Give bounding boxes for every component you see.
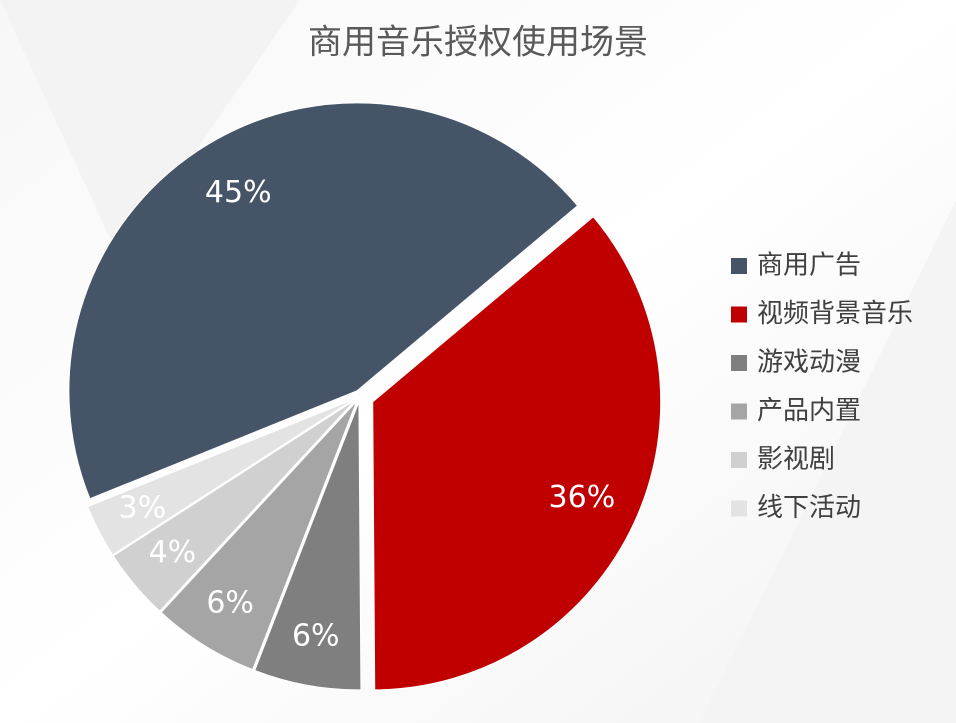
legend-label: 视频背景音乐 bbox=[757, 299, 913, 329]
legend-swatch bbox=[731, 500, 747, 517]
legend-label: 游戏动漫 bbox=[757, 348, 861, 378]
bg-shape bbox=[0, 0, 300, 260]
bg-shape bbox=[700, 200, 956, 723]
chart-title: 商用音乐授权使用场景 bbox=[308, 23, 648, 63]
pie: 45% 36% 6% 6% 4% 3% bbox=[68, 102, 662, 691]
legend-label: 商用广告 bbox=[757, 251, 861, 281]
legend-swatch bbox=[731, 403, 747, 420]
legend-label: 影视剧 bbox=[757, 445, 835, 475]
legend-swatch bbox=[731, 452, 747, 468]
legend-swatch bbox=[731, 355, 747, 371]
legend-label: 产品内置 bbox=[757, 396, 861, 426]
data-label: 6% bbox=[206, 585, 254, 620]
data-label: 6% bbox=[292, 619, 340, 654]
pie-slice bbox=[160, 400, 358, 671]
legend-swatch bbox=[731, 306, 747, 323]
pie-slice bbox=[372, 216, 662, 691]
pie-slice bbox=[254, 401, 362, 691]
data-label: 45% bbox=[205, 175, 272, 210]
pie-slice bbox=[112, 399, 356, 612]
data-label: 36% bbox=[549, 480, 616, 515]
data-label: 3% bbox=[119, 490, 167, 525]
data-label: 4% bbox=[148, 535, 196, 570]
legend-label: 线下活动 bbox=[757, 493, 861, 523]
pie-slice bbox=[68, 102, 579, 500]
pie-slice bbox=[86, 398, 355, 556]
legend-swatch bbox=[731, 258, 747, 274]
